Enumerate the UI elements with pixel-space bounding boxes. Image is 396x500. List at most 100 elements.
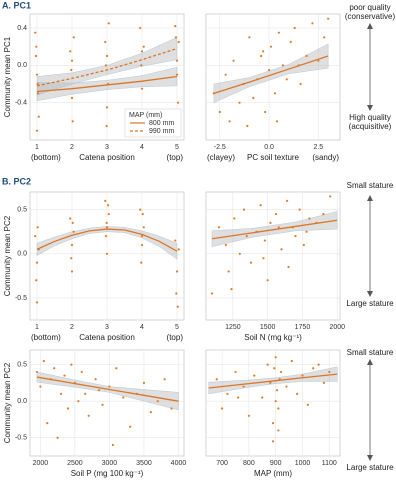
plot-area (205, 191, 341, 321)
data-point (293, 26, 296, 30)
data-point (262, 50, 265, 53)
data-point (84, 392, 87, 395)
x-tick-label: 0.0 (264, 144, 274, 151)
data-point (122, 396, 125, 399)
data-point (210, 292, 214, 295)
data-point (34, 54, 38, 58)
data-point (277, 31, 281, 34)
data-point (36, 92, 40, 95)
data-point (107, 22, 110, 25)
x-tick-label: 3000 (102, 460, 118, 467)
panel-label: A. PC1 (2, 0, 31, 10)
data-point (220, 407, 224, 410)
x-tick-label: 1 (35, 144, 39, 151)
data-point (327, 17, 330, 20)
data-point (111, 443, 114, 447)
fit-line (36, 228, 178, 252)
data-point (35, 279, 38, 282)
data-point (70, 96, 74, 100)
data-point (249, 261, 253, 264)
data-point (274, 400, 277, 403)
data-point (301, 374, 304, 377)
x-tick-label: 3500 (136, 460, 152, 467)
data-point (175, 292, 178, 295)
data-point (174, 25, 177, 28)
confidence-band (208, 366, 338, 395)
annotation: Large stature (346, 299, 394, 308)
data-point (140, 87, 144, 90)
data-point (70, 59, 74, 62)
data-point (247, 414, 250, 417)
data-point (237, 396, 240, 399)
data-point (274, 212, 278, 216)
x-tick-label: 2000 (33, 460, 49, 467)
confidence-band (213, 43, 329, 103)
data-point (142, 45, 145, 48)
x-axis-label: Soil P (mg 100 kg⁻¹) (71, 469, 144, 478)
data-point (289, 40, 292, 44)
x-note: (sandy) (312, 153, 339, 162)
data-point (317, 363, 320, 366)
data-point (105, 226, 109, 229)
data-point (139, 208, 142, 211)
data-point (224, 73, 227, 76)
data-point (261, 396, 264, 399)
data-point (104, 64, 108, 67)
data-point (252, 96, 255, 100)
data-point (253, 374, 256, 377)
data-point (35, 261, 39, 264)
data-point (245, 235, 248, 238)
annotation: Large stature (346, 463, 394, 472)
fit-line (213, 55, 329, 94)
plot (29, 349, 185, 457)
annotation: (conservative) (345, 12, 396, 21)
data-point (286, 199, 289, 202)
data-point (72, 36, 75, 39)
data-point (70, 243, 74, 247)
data-point (242, 385, 245, 388)
data-point (275, 120, 279, 123)
plot (205, 191, 341, 321)
y-tick-label: 0.0 (17, 62, 27, 69)
x-tick-label: -2.5 (214, 144, 226, 151)
data-point (217, 226, 221, 229)
arrows (367, 23, 373, 461)
data-point (108, 385, 111, 388)
data-point (142, 226, 145, 229)
x-tick-label: 4000 (171, 460, 187, 467)
data-point (285, 78, 288, 81)
data-point (142, 381, 146, 384)
x-note: (bottom) (31, 153, 61, 162)
data-point (280, 248, 283, 251)
data-point (140, 64, 143, 67)
data-point (215, 378, 218, 381)
x-tick-label: 1000 (295, 460, 311, 467)
data-point (71, 221, 74, 224)
x-axis-label: PC soil texture (247, 153, 300, 162)
data-point (175, 59, 179, 62)
data-point (298, 208, 301, 211)
data-point (97, 389, 101, 392)
data-point (87, 414, 90, 417)
data-point (269, 45, 273, 48)
data-point (311, 22, 314, 25)
x-axis-label: Soil N (mg kg⁻¹) (244, 333, 302, 342)
x-tick-label: 4 (140, 324, 144, 331)
data-point (105, 54, 109, 58)
data-point (104, 235, 108, 238)
y-axis-label: Community mean PC1 (3, 36, 12, 117)
x-tick-label: 2 (70, 324, 74, 331)
data-point (308, 217, 311, 220)
data-point (266, 363, 269, 366)
data-point (105, 106, 109, 109)
data-point (170, 407, 173, 410)
x-note: (bottom) (31, 333, 61, 342)
data-point (271, 440, 275, 443)
x-tick-label: 4 (140, 144, 144, 151)
plot (205, 13, 341, 141)
x-note: (clayey) (207, 153, 235, 162)
data-point (56, 436, 59, 439)
data-point (329, 195, 332, 198)
x-axis-label: Catena position (79, 153, 135, 162)
data-point (322, 212, 325, 216)
